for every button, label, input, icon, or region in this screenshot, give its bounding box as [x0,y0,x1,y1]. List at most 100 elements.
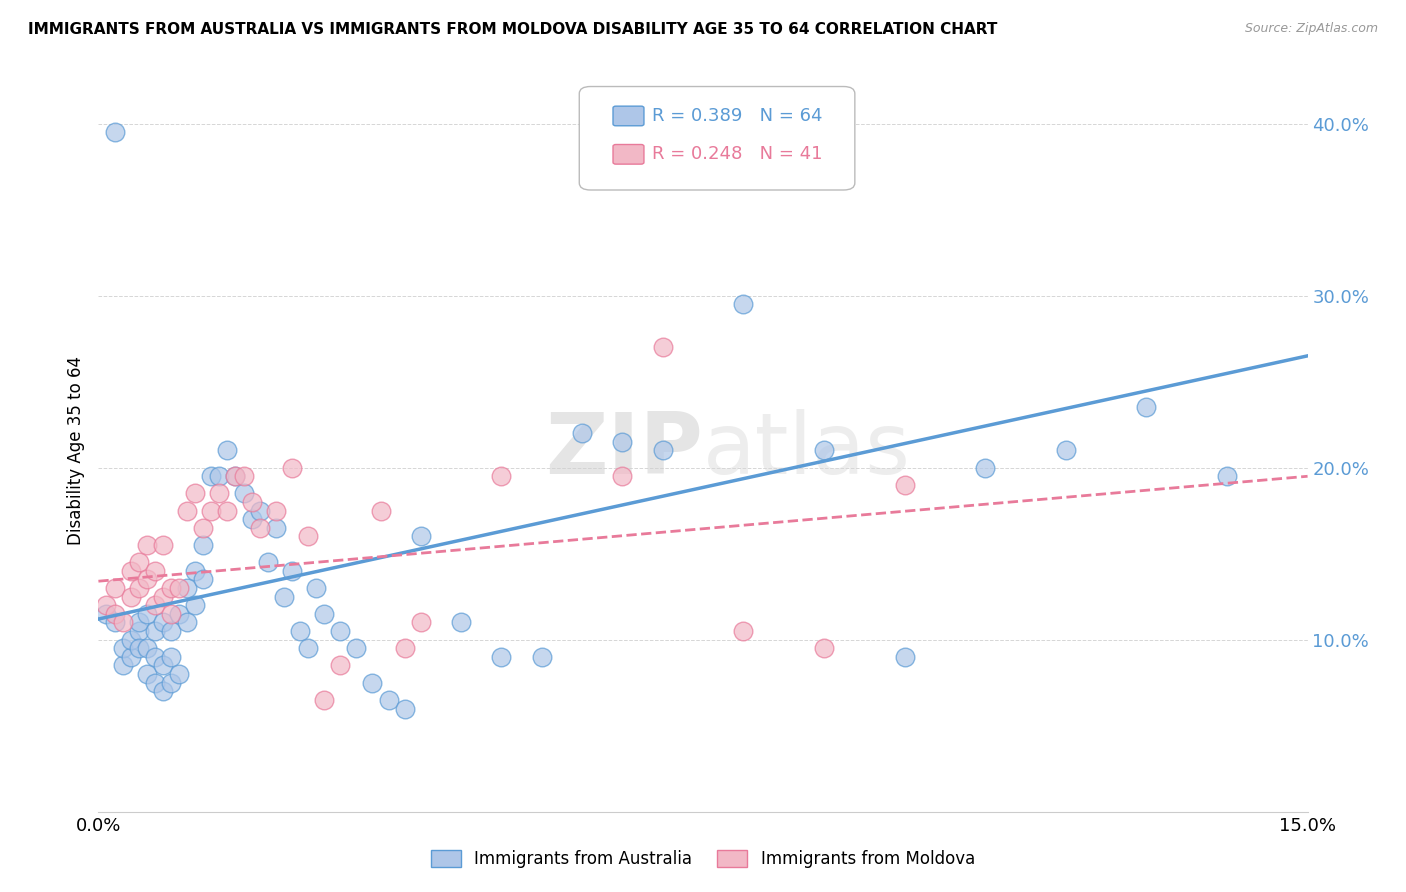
Text: atlas: atlas [703,409,911,492]
Point [143,624,166,639]
Point [111,615,134,630]
Point [128,624,150,639]
Point [240,495,263,509]
Point [733,624,755,639]
Point [128,581,150,595]
Text: IMMIGRANTS FROM AUSTRALIA VS IMMIGRANTS FROM MOLDOVA DISABILITY AGE 35 TO 64 COR: IMMIGRANTS FROM AUSTRALIA VS IMMIGRANTS … [28,22,997,37]
Point [128,555,150,569]
Point [249,521,271,535]
Point [193,521,215,535]
Point [329,658,352,673]
Point [491,649,513,664]
Point [135,607,157,621]
Point [160,624,183,639]
Point [813,641,835,656]
Point [377,693,399,707]
Text: Source: ZipAtlas.com: Source: ZipAtlas.com [1244,22,1378,36]
Point [297,641,319,656]
Point [160,649,183,664]
Point [314,693,336,707]
Point [152,538,174,552]
Point [361,675,384,690]
Point [135,538,157,552]
Point [305,581,328,595]
Point [281,564,304,578]
Point [281,460,304,475]
Point [571,426,593,441]
Point [120,590,142,604]
Point [111,658,134,673]
Point [264,503,287,517]
Point [120,632,142,647]
Point [1054,443,1077,458]
Point [612,434,634,449]
Point [143,599,166,613]
Point [160,675,183,690]
Point [409,615,432,630]
Point [135,573,157,587]
Point [651,443,673,458]
Point [152,590,174,604]
Point [193,538,215,552]
Point [184,486,207,500]
Point [394,641,416,656]
Point [103,615,125,630]
Point [974,460,997,475]
Point [450,615,472,630]
Point [176,615,198,630]
Text: ZIP: ZIP [546,409,703,492]
Point [224,469,246,483]
Point [200,503,222,517]
Point [232,469,254,483]
Point [893,478,915,492]
Y-axis label: Disability Age 35 to 64: Disability Age 35 to 64 [66,356,84,545]
Point [111,641,134,656]
Point [143,649,166,664]
Point [128,615,150,630]
Point [103,607,125,621]
Point [143,564,166,578]
Point [120,564,142,578]
Point [103,581,125,595]
Point [344,641,367,656]
Point [176,581,198,595]
Point [394,701,416,715]
Point [256,555,278,569]
Point [96,607,118,621]
Point [240,512,263,526]
Point [208,486,231,500]
Point [208,469,231,483]
Point [135,641,157,656]
Point [193,573,215,587]
Point [651,340,673,354]
Point [264,521,287,535]
Legend: Immigrants from Australia, Immigrants from Moldova: Immigrants from Australia, Immigrants fr… [432,850,974,869]
Point [1216,469,1239,483]
Point [135,667,157,681]
Point [152,658,174,673]
Point [232,486,254,500]
Point [297,529,319,543]
Point [273,590,295,604]
Point [288,624,311,639]
Point [329,624,352,639]
Point [167,607,190,621]
Point [409,529,432,543]
Point [152,684,174,698]
Point [224,469,246,483]
Point [128,641,150,656]
Text: R = 0.389   N = 64: R = 0.389 N = 64 [652,107,823,125]
Point [96,599,118,613]
Point [160,581,183,595]
Point [612,469,634,483]
Point [200,469,222,483]
Point [491,469,513,483]
Point [184,564,207,578]
Point [217,503,239,517]
Point [893,649,915,664]
Point [733,297,755,311]
Point [152,615,174,630]
Point [1135,401,1157,415]
Point [176,503,198,517]
Point [813,443,835,458]
